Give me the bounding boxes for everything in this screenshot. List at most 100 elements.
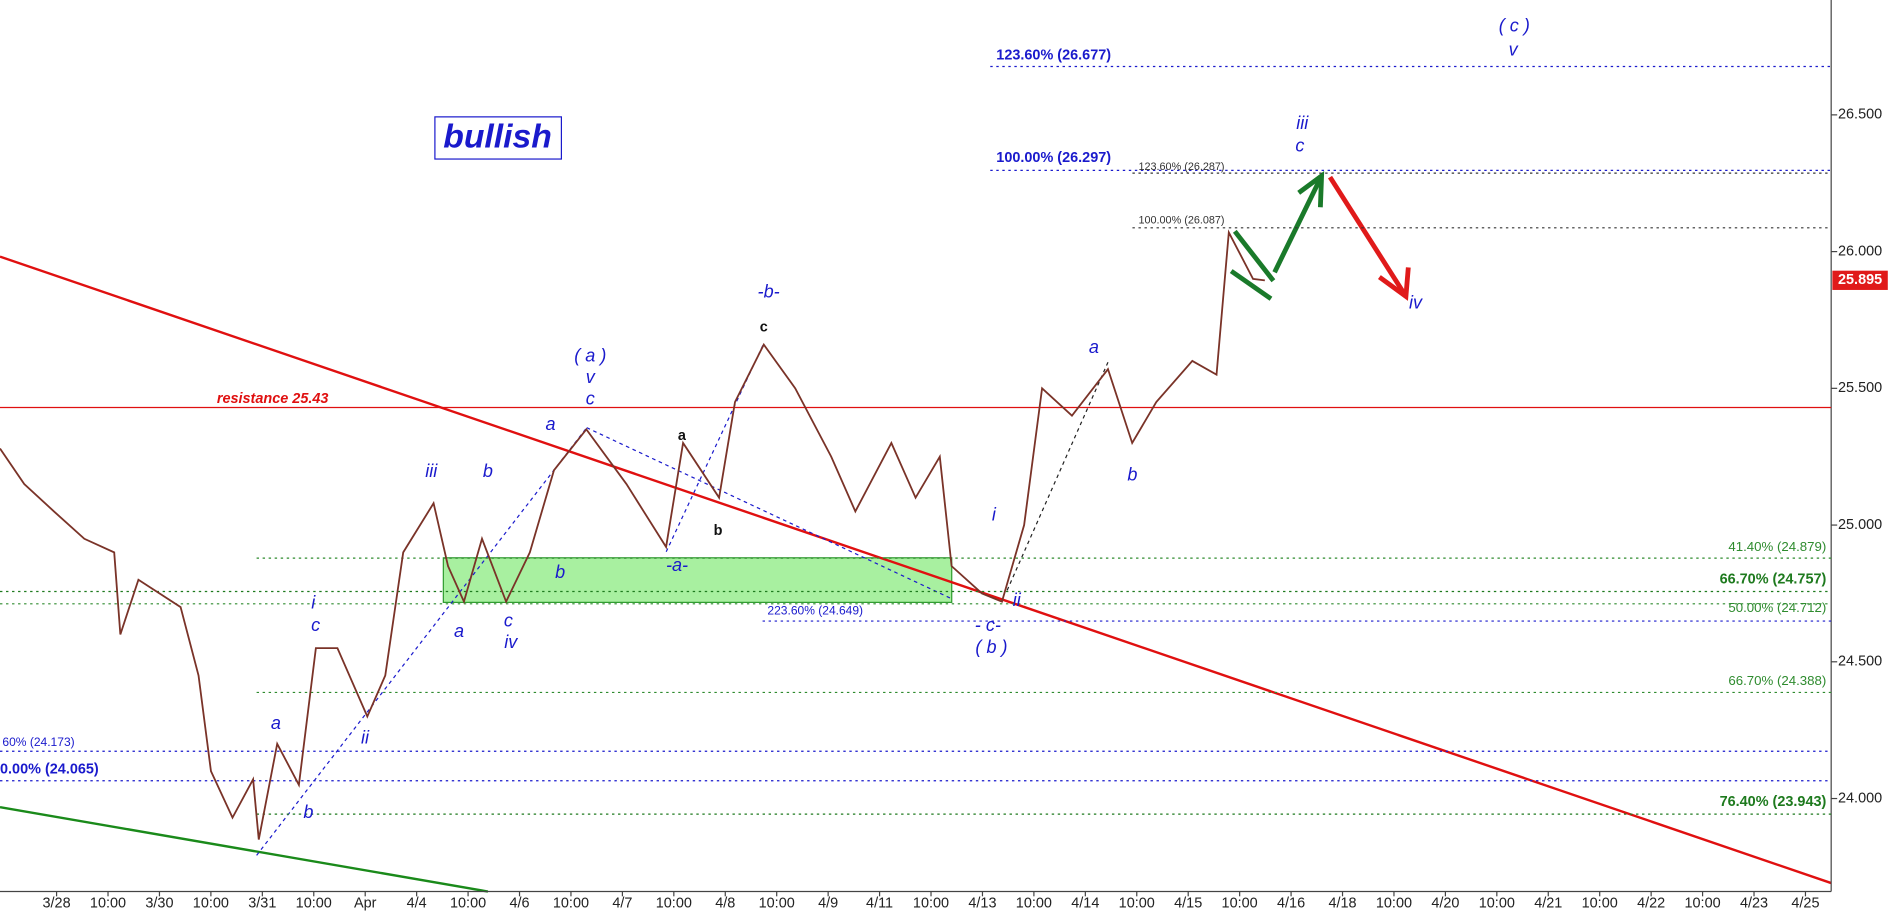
wave-label: b [714, 523, 723, 539]
wave-label: iii [425, 461, 438, 481]
x-tick-label: 10:00 [1685, 895, 1721, 911]
y-tick-label: 24.000 [1838, 790, 1882, 806]
x-tick-label: 10:00 [656, 895, 692, 911]
wave-label: c [1295, 136, 1304, 156]
x-tick-label: 10:00 [450, 895, 486, 911]
level-label: 66.70% (24.388) [1728, 673, 1826, 688]
trend-line [0, 805, 489, 893]
wave-label: b [555, 562, 565, 582]
x-tick-label: 4/18 [1328, 895, 1356, 911]
wave-label: - c- [975, 615, 1001, 635]
x-tick-label: 3/30 [145, 895, 173, 911]
wave-line [1006, 361, 1109, 591]
level-label: resistance 25.43 [217, 391, 329, 407]
wave-label: c [586, 389, 595, 409]
x-tick-label: 4/22 [1637, 895, 1665, 911]
wave-label: ii [361, 727, 370, 747]
x-tick-label: 4/25 [1791, 895, 1819, 911]
arrow-head [1377, 267, 1411, 301]
x-tick-label: 10:00 [90, 895, 126, 911]
level-label: 60% (24.173) [2, 735, 74, 749]
x-tick-label: 10:00 [913, 895, 949, 911]
wave-label: ( a ) [574, 345, 606, 365]
x-tick-label: 4/20 [1431, 895, 1459, 911]
x-tick-label: Apr [354, 895, 377, 911]
x-tick-label: 10:00 [1016, 895, 1052, 911]
wave-label: c [760, 320, 768, 336]
wave-label: iv [504, 632, 518, 652]
x-tick-label: 10:00 [296, 895, 332, 911]
x-tick-label: 4/21 [1534, 895, 1562, 911]
x-tick-label: 10:00 [1582, 895, 1618, 911]
wave-label: iii [1296, 113, 1309, 133]
x-tick-label: 4/8 [715, 895, 735, 911]
y-tick-label: 24.500 [1838, 654, 1882, 670]
wave-label: c [504, 610, 513, 630]
wave-label: v [586, 367, 596, 387]
wave-label: v [1509, 39, 1519, 59]
wave-label: b [1127, 465, 1137, 485]
y-tick-label: 25.500 [1838, 380, 1882, 396]
level-label: 123.60% (26.677) [996, 47, 1111, 63]
x-tick-label: 10:00 [1222, 895, 1258, 911]
x-tick-label: 10:00 [553, 895, 589, 911]
x-tick-label: 4/6 [509, 895, 529, 911]
wave-label: a [1089, 337, 1099, 357]
level-label: 76.40% (23.943) [1720, 794, 1827, 810]
trend-line [0, 255, 1832, 885]
wave-label: a [546, 414, 556, 434]
wave-label: a [454, 621, 464, 641]
x-tick-label: 4/23 [1740, 895, 1768, 911]
level-label: 100.00% (26.297) [996, 150, 1111, 166]
arrow [1327, 175, 1408, 298]
x-tick-label: 4/9 [818, 895, 838, 911]
x-tick-label: 4/13 [968, 895, 996, 911]
wave-label: ( b ) [975, 637, 1007, 657]
wave-line [256, 427, 588, 856]
support-zone [442, 557, 953, 603]
price-line [0, 229, 1265, 840]
wave-label: ii [1013, 590, 1022, 610]
y-tick-label: 26.000 [1838, 243, 1882, 259]
wave-label: i [311, 592, 316, 612]
x-tick-label: 4/16 [1277, 895, 1305, 911]
bullish-label: bullish [443, 117, 552, 155]
x-tick-label: 10:00 [759, 895, 795, 911]
level-label: 0.00% (24.065) [0, 762, 99, 778]
x-tick-label: 4/14 [1071, 895, 1099, 911]
x-tick-label: 3/31 [248, 895, 276, 911]
x-tick-label: 4/7 [612, 895, 632, 911]
level-label: 66.70% (24.757) [1720, 571, 1827, 587]
x-tick-label: 4/15 [1174, 895, 1202, 911]
wave-lines [256, 343, 1109, 856]
price-tag-label: 25.895 [1838, 272, 1882, 288]
wave-label: -b- [758, 282, 780, 302]
arrow [1229, 269, 1273, 301]
level-label: 100.00% (26.087) [1138, 214, 1224, 226]
bullish-box [434, 116, 563, 160]
x-tick-label: 10:00 [1479, 895, 1515, 911]
wave-label: b [483, 461, 493, 481]
wave-label: a [271, 713, 281, 733]
wave-line [665, 343, 765, 553]
x-tick-label: 10:00 [193, 895, 229, 911]
x-tick-label: 4/4 [407, 895, 427, 911]
level-label: 223.60% (24.649) [767, 604, 863, 618]
arrows [1229, 170, 1411, 301]
price-tag [1832, 270, 1888, 290]
wave-line [586, 427, 952, 600]
wave-label: a [678, 428, 687, 444]
x-tick-label: 10:00 [1376, 895, 1412, 911]
wave-label: b [303, 802, 313, 822]
arrow [1232, 229, 1276, 283]
x-tick-label: 4/11 [866, 895, 893, 911]
y-tick-label: 25.000 [1838, 517, 1882, 533]
arrow [1272, 174, 1324, 274]
y-tick-label: 26.500 [1838, 107, 1882, 123]
level-label: 50.00% (24.712) [1728, 600, 1826, 615]
wave-label: c [311, 615, 320, 635]
wave-label: ( c ) [1499, 15, 1530, 35]
